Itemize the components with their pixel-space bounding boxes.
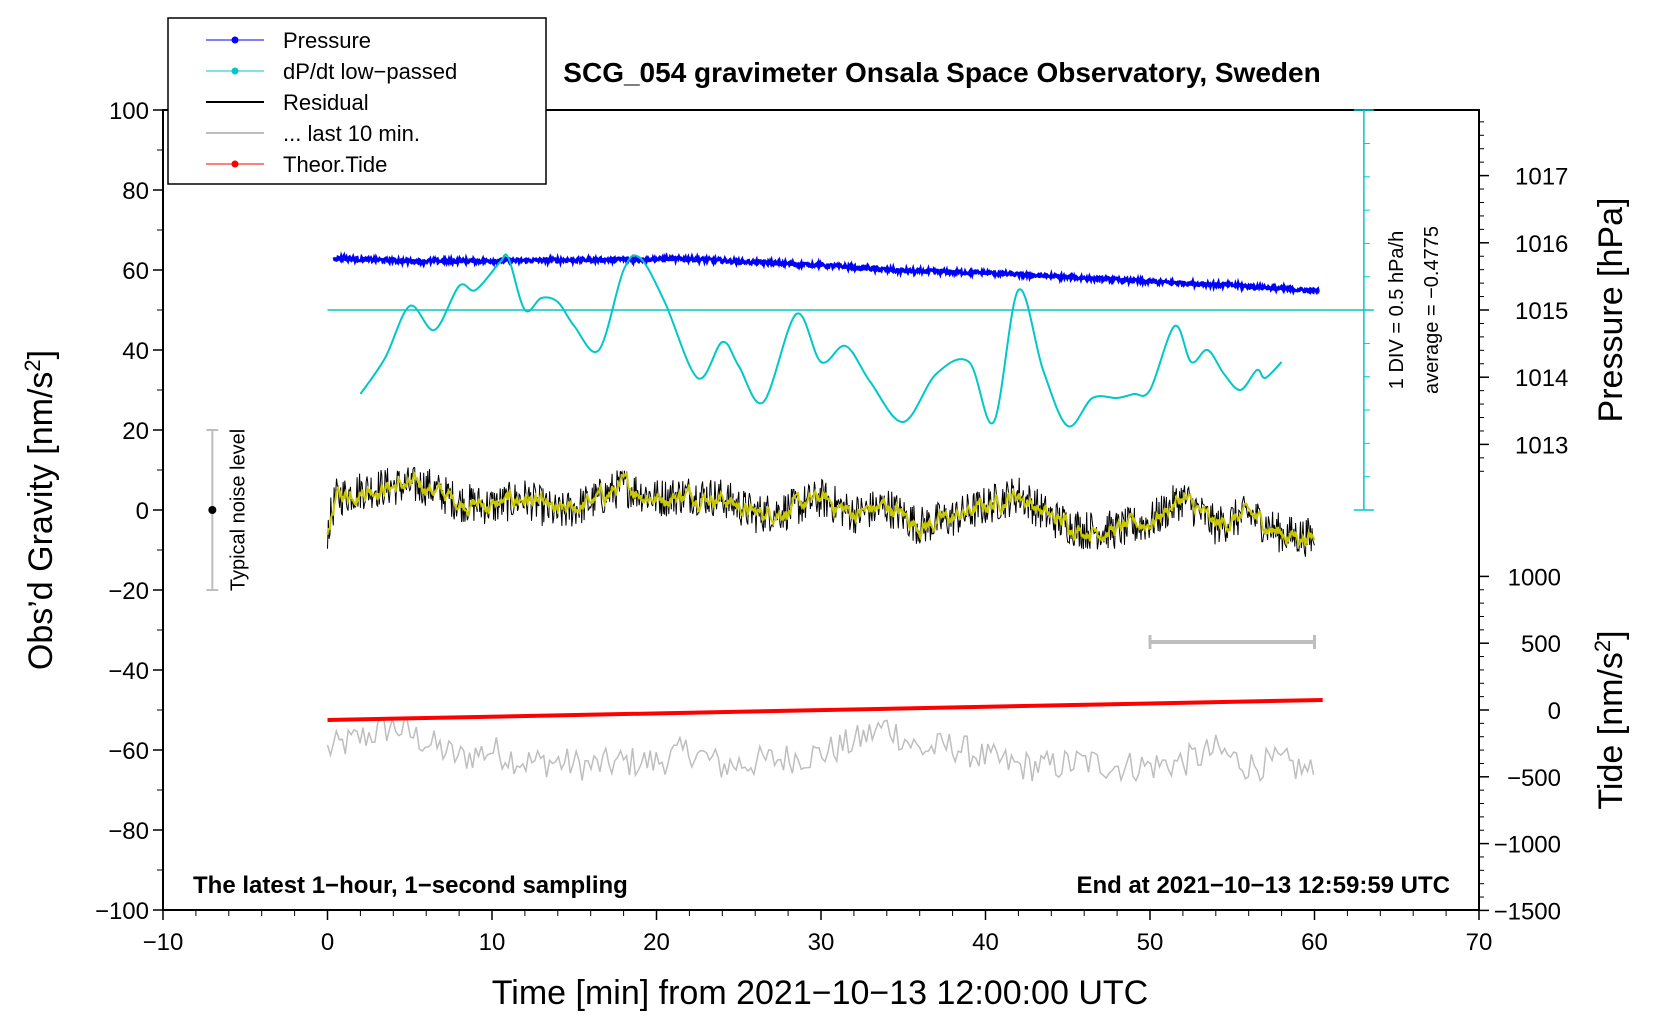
x-tick-label: 30	[808, 929, 835, 956]
pressure-tick-label: 1015	[1515, 298, 1568, 325]
tide-axis-title-sup: 2	[1590, 640, 1615, 652]
pressure-tick-label: 1014	[1515, 365, 1568, 392]
tide-tick-label: −1000	[1494, 832, 1561, 859]
pressure-axis-title: Pressure [hPa]	[1592, 198, 1630, 423]
chart-title: SCG_054 gravimeter Onsala Space Observat…	[563, 57, 1320, 88]
legend-label: Residual	[283, 90, 369, 115]
pressure-tick-label: 1017	[1515, 164, 1568, 191]
tide-tick-label: −500	[1507, 765, 1561, 792]
legend-label: Theor.Tide	[283, 152, 387, 177]
series-layer	[326, 251, 1323, 783]
legend-label: Pressure	[283, 28, 371, 53]
pressure-axis-ticks: 1013 1014 1015 1016 1017	[1479, 121, 1568, 472]
tide-tick-label: 1000	[1508, 564, 1561, 591]
y-tick-label: 80	[122, 178, 149, 205]
series-pressure-line	[332, 251, 1320, 296]
x-tick-label: 60	[1301, 929, 1328, 956]
series-residual-smoothed-line	[326, 470, 1316, 547]
legend-marker	[231, 160, 239, 168]
tide-tick-label: 0	[1548, 698, 1561, 725]
annotation-end-time: End at 2021−10−13 12:59:59 UTC	[1076, 872, 1450, 899]
x-tick-label: −10	[143, 929, 184, 956]
pressure-tick-label: 1013	[1515, 432, 1568, 459]
dpdt-scale-label: 1 DIV = 0.5 hPa/h	[1386, 231, 1408, 389]
dpdt-scale-bar	[327, 109, 1374, 511]
legend-label: ... last 10 min.	[283, 121, 420, 146]
pressure-tick-label: 1016	[1515, 231, 1568, 258]
tide-tick-label: 500	[1521, 631, 1561, 658]
legend-label: dP/dt low−passed	[283, 59, 457, 84]
tide-axis-title: Tide [nm/s2]	[1590, 630, 1630, 809]
x-tick-label: 20	[643, 929, 670, 956]
noise-level-label: Typical noise level	[227, 429, 249, 591]
y-tick-label: 20	[122, 418, 149, 445]
y-axis-title-main: Obs’d Gravity [nm/s	[22, 372, 60, 671]
series-last-10-min-line	[326, 715, 1315, 783]
y-tick-label: −60	[108, 738, 149, 765]
y-axis-title: Obs’d Gravity [nm/s2]	[20, 350, 60, 670]
legend: Pressure dP/dt low−passed Residual ... last…	[167, 17, 547, 185]
x-tick-label: 40	[972, 929, 999, 956]
x-axis-title: Time [min] from 2021−10−13 12:00:00 UTC	[492, 974, 1148, 1012]
noise-bar-center-dot	[208, 506, 217, 514]
y-tick-label: −20	[108, 578, 149, 605]
series-theor-tide-line	[327, 698, 1323, 722]
dpdt-average-label: average = −0.4775	[1421, 226, 1443, 394]
legend-marker	[231, 36, 239, 44]
series-dpdt-line	[359, 253, 1283, 428]
y-tick-label: −80	[108, 818, 149, 845]
x-tick-label: 50	[1137, 929, 1164, 956]
plot-frame	[162, 109, 1480, 911]
tide-axis-ticks: 1000 500 0 −500 −1000 −1500	[1479, 564, 1561, 925]
y-tick-label: 100	[109, 98, 149, 125]
x-tick-label: 0	[321, 929, 334, 956]
y-axis-ticks: −100 −80 −60 −40 −20 0 20 40 60 80 100	[95, 98, 163, 925]
tide-tick-label: −1500	[1494, 898, 1561, 925]
tide-axis-title-main: Tide [nm/s	[1592, 652, 1630, 809]
y-tick-label: 40	[122, 338, 149, 365]
y-axis-title-end: ]	[22, 350, 60, 359]
legend-items: Pressure dP/dt low−passed Residual ... last…	[206, 28, 457, 177]
legend-marker	[231, 67, 239, 75]
annotation-sampling: The latest 1−hour, 1−second sampling	[193, 872, 628, 899]
noise-level-bar	[206, 429, 219, 591]
x-axis-ticks: −10 0 10 20 30 40 50 60 70	[143, 910, 1493, 956]
x-tick-label: 10	[479, 929, 506, 956]
y-tick-label: −40	[108, 658, 149, 685]
ten-minute-bar	[1148, 635, 1316, 649]
y-tick-label: −100	[95, 898, 149, 925]
y-axis-title-sup: 2	[20, 359, 45, 371]
y-tick-label: 0	[136, 498, 149, 525]
x-tick-label: 70	[1466, 929, 1493, 956]
y-tick-label: 60	[122, 258, 149, 285]
tide-axis-title-end: ]	[1592, 630, 1630, 639]
